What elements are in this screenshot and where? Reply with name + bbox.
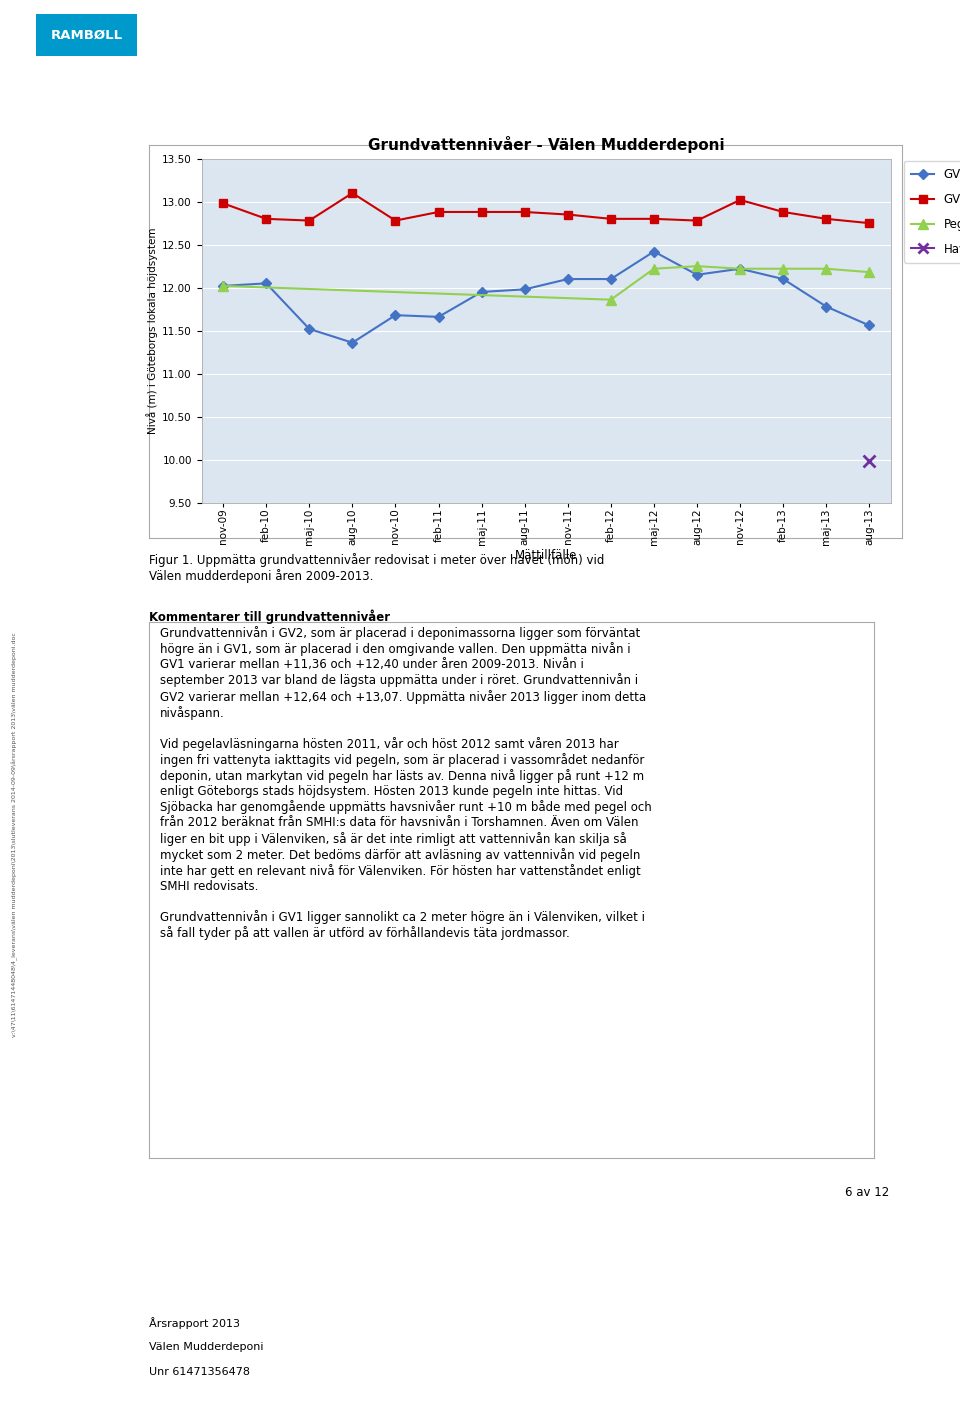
X-axis label: Mättillfälle: Mättillfälle bbox=[516, 549, 577, 562]
Text: Figur 1. Uppmätta grundvattennivåer redovisat i meter över havet (möh) vid
Välen: Figur 1. Uppmätta grundvattennivåer redo… bbox=[149, 553, 604, 583]
Y-axis label: Nivå (m) i Göteborgs lokala höjdsystem: Nivå (m) i Göteborgs lokala höjdsystem bbox=[146, 227, 158, 434]
GV1 bbox=[605, 271, 616, 288]
Line: GV1: GV1 bbox=[220, 249, 873, 347]
Text: 6 av 12: 6 av 12 bbox=[845, 1186, 889, 1199]
GV2 bbox=[864, 215, 876, 232]
GV2 bbox=[691, 212, 703, 229]
Pegel bbox=[691, 258, 703, 275]
Text: v:\47\11\61471448048\4_leverans\välen mudderdeponi\2013\slutleverans 2014-09-09\: v:\47\11\61471448048\4_leverans\välen mu… bbox=[12, 632, 18, 1036]
Pegel bbox=[648, 260, 660, 277]
Text: RAMBØLL: RAMBØLL bbox=[51, 28, 123, 42]
Legend: GV1, GV2, Pegel, Havsnivå: GV1, GV2, Pegel, Havsnivå bbox=[903, 161, 960, 263]
GV1 bbox=[562, 271, 573, 288]
GV1 bbox=[390, 306, 401, 323]
GV2 bbox=[821, 211, 832, 227]
Line: Pegel: Pegel bbox=[218, 261, 875, 305]
Pegel bbox=[864, 264, 876, 281]
GV1 bbox=[519, 281, 531, 298]
GV2 bbox=[778, 204, 789, 220]
GV1 bbox=[476, 284, 488, 300]
Text: Grundvattennivån i GV2, som är placerad i deponimassorna ligger som förväntat
hö: Grundvattennivån i GV2, som är placerad … bbox=[160, 626, 652, 941]
GV2 bbox=[476, 204, 488, 220]
Text: Kommentarer till grundvattennivåer: Kommentarer till grundvattennivåer bbox=[149, 609, 390, 623]
Text: Årsrapport 2013: Årsrapport 2013 bbox=[149, 1317, 240, 1328]
GV1 bbox=[864, 317, 876, 334]
Pegel bbox=[734, 260, 746, 277]
GV2 bbox=[347, 184, 358, 201]
GV1 bbox=[217, 278, 228, 295]
GV2 bbox=[519, 204, 531, 220]
GV2 bbox=[217, 195, 228, 212]
GV2 bbox=[562, 206, 573, 223]
GV1 bbox=[821, 298, 832, 314]
GV1 bbox=[260, 275, 272, 292]
GV2 bbox=[734, 191, 746, 208]
GV1 bbox=[303, 320, 315, 337]
Pegel bbox=[605, 291, 616, 307]
GV1 bbox=[691, 267, 703, 284]
Text: Unr 61471356478: Unr 61471356478 bbox=[149, 1367, 250, 1377]
GV1 bbox=[734, 260, 746, 277]
GV1 bbox=[778, 271, 789, 288]
GV1 bbox=[648, 243, 660, 260]
GV2 bbox=[260, 211, 272, 227]
Title: Grundvattennivåer - Välen Mudderdeponi: Grundvattennivåer - Välen Mudderdeponi bbox=[368, 136, 725, 153]
GV2 bbox=[390, 212, 401, 229]
Pegel bbox=[821, 260, 832, 277]
GV1 bbox=[347, 334, 358, 351]
GV2 bbox=[605, 211, 616, 227]
GV1 bbox=[433, 309, 444, 326]
Pegel bbox=[778, 260, 789, 277]
GV2 bbox=[648, 211, 660, 227]
Line: GV2: GV2 bbox=[219, 190, 874, 227]
GV2 bbox=[433, 204, 444, 220]
Text: Välen Mudderdeponi: Välen Mudderdeponi bbox=[149, 1342, 263, 1352]
GV2 bbox=[303, 212, 315, 229]
Pegel bbox=[217, 278, 228, 295]
